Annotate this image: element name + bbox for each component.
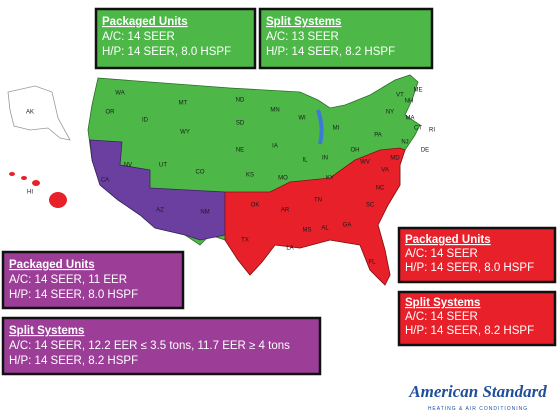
state-label: NY: [386, 110, 394, 116]
box-purple-split: Split Systems A/C: 14 SEER, 12.2 EER ≤ 3…: [1, 316, 322, 376]
state-label: TX: [241, 238, 249, 244]
box-purple-packaged: Packaged Units A/C: 14 SEER, 11 EER H/P:…: [1, 250, 185, 310]
state-label: UT: [159, 163, 167, 169]
state-label: HI: [27, 190, 33, 196]
state-label: OH: [351, 148, 360, 154]
box-title: Split Systems: [266, 16, 341, 28]
box-title: Split Systems: [9, 325, 84, 337]
box: [397, 226, 557, 284]
state-label: TN: [314, 198, 322, 204]
state-label: SD: [236, 121, 245, 127]
state-label: ID: [142, 118, 149, 124]
state-label: DE: [421, 148, 429, 154]
state-label: AL: [321, 226, 329, 232]
state-label: MD: [390, 156, 400, 162]
state-label: NJ: [401, 140, 408, 146]
state-label: AZ: [156, 208, 164, 214]
state-label: WY: [180, 130, 190, 136]
hawaii: [9, 172, 67, 208]
region-purple: [89, 139, 226, 241]
state-label: NH: [405, 99, 414, 105]
box-title: Packaged Units: [102, 16, 188, 28]
state-label: WV: [360, 160, 370, 166]
box-line: H/P: 14 SEER, 8.2 HSPF: [266, 46, 395, 58]
box-green-packaged: Packaged Units A/C: 14 SEER H/P: 14 SEER…: [94, 7, 257, 70]
state-label: MT: [179, 101, 188, 107]
state-label: PA: [374, 133, 382, 139]
box: [397, 290, 557, 347]
state-label: AR: [281, 208, 290, 214]
box-title: Packaged Units: [9, 259, 95, 271]
box-line: A/C: 14 SEER: [405, 311, 478, 323]
box: [258, 7, 434, 70]
state-label: IA: [272, 144, 278, 150]
state-label: OK: [251, 203, 260, 209]
box-line: A/C: 13 SEER: [266, 31, 339, 43]
state-label: MN: [270, 108, 279, 114]
state-label: MO: [278, 176, 288, 182]
box-line: H/P: 14 SEER, 8.2 HSPF: [9, 355, 138, 367]
box-line: A/C: 14 SEER, 11 EER: [9, 274, 127, 286]
box-title: Split Systems: [405, 297, 480, 309]
state-label: CA: [101, 178, 109, 184]
logo-tagline: HEATING & AIR CONDITIONING: [428, 406, 528, 412]
state-label: GA: [343, 223, 352, 229]
state-label: VA: [381, 168, 389, 174]
state-label: VT: [396, 93, 404, 99]
state-label: NE: [236, 148, 244, 154]
state-label: SC: [366, 203, 375, 209]
box-line: H/P: 14 SEER, 8.2 HSPF: [405, 325, 534, 337]
logo: American Standard: [408, 382, 547, 401]
state-label: ME: [414, 88, 423, 94]
state-label: OR: [106, 110, 116, 116]
box-red-packaged: Packaged Units A/C: 14 SEER H/P: 14 SEER…: [397, 226, 557, 284]
state-label: KY: [326, 176, 334, 182]
state-labels: AK HI WA OR ID MT WY ND SD NE MN IA WI MI IL IN OH PA NY VT…: [26, 88, 435, 266]
region-red: [224, 147, 406, 286]
box-line: H/P: 14 SEER, 8.0 HSPF: [405, 262, 534, 274]
state-label: RI: [429, 128, 435, 134]
state-label: IN: [322, 156, 328, 162]
box-line: H/P: 14 SEER, 8.0 HSPF: [102, 46, 231, 58]
box-line: A/C: 14 SEER, 12.2 EER ≤ 3.5 tons, 11.7 …: [9, 340, 290, 352]
box: [1, 316, 322, 376]
state-label: CT: [414, 126, 422, 132]
state-label: IL: [302, 158, 308, 164]
state-label: MA: [406, 116, 415, 122]
box-line: A/C: 14 SEER: [102, 31, 175, 43]
box: [94, 7, 257, 70]
state-label: FL: [368, 260, 376, 266]
state-label: WA: [115, 91, 124, 97]
state-label: CO: [196, 170, 205, 176]
state-label: WI: [298, 116, 306, 122]
box-line: H/P: 14 SEER, 8.0 HSPF: [9, 289, 138, 301]
box-green-split: Split Systems A/C: 13 SEER H/P: 14 SEER,…: [258, 7, 434, 70]
state-label: ND: [236, 98, 245, 104]
state-label: MS: [303, 228, 312, 234]
lake: [316, 109, 324, 145]
state-label: NM: [200, 210, 209, 216]
state-label: NC: [376, 186, 385, 192]
state-label: MI: [333, 126, 340, 132]
state-label: NV: [124, 163, 132, 169]
state-label: LA: [286, 246, 293, 252]
box-line: A/C: 14 SEER: [405, 248, 478, 260]
state-label: AK: [26, 110, 34, 116]
box-red-split: Split Systems A/C: 14 SEER H/P: 14 SEER,…: [397, 290, 557, 347]
box: [1, 250, 185, 310]
state-label: KS: [246, 173, 254, 179]
box-title: Packaged Units: [405, 234, 491, 246]
alaska: [7, 85, 71, 141]
